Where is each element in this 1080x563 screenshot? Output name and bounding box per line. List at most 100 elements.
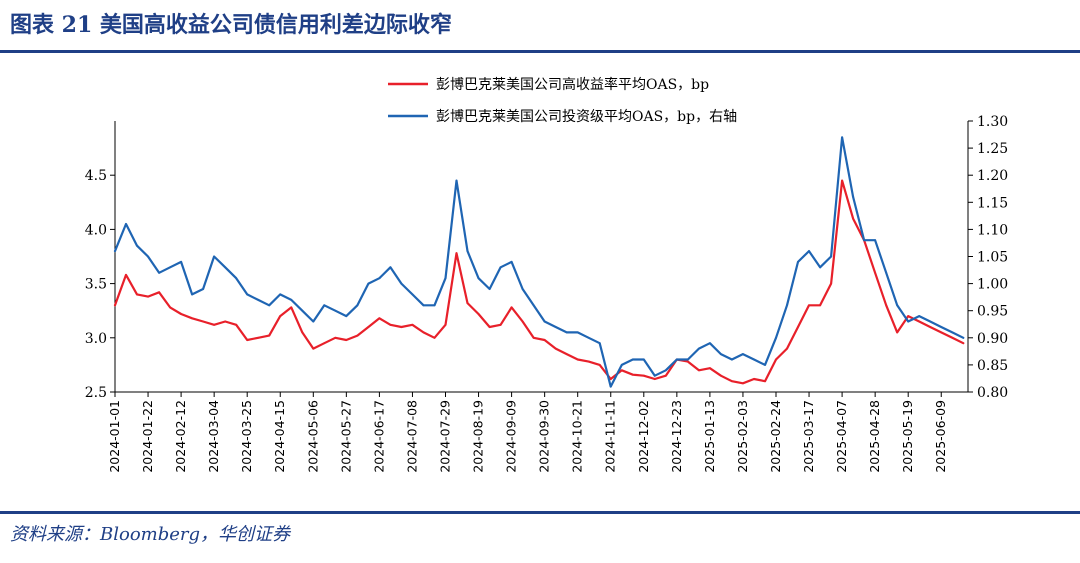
x-tick-label: 2025-05-19 [900, 400, 915, 473]
x-tick-label: 2025-03-17 [801, 400, 816, 473]
plot-area [113, 136, 965, 388]
data-point-ig [554, 326, 557, 328]
data-point-hy [753, 378, 755, 380]
data-point-ig [852, 196, 854, 198]
y-left-tick-label: 2.5 [85, 385, 107, 401]
data-point-hy [455, 252, 458, 255]
data-point-hy [345, 339, 348, 341]
data-point-hy [841, 179, 843, 182]
data-point-ig [411, 293, 414, 296]
data-point-ig [642, 358, 645, 361]
data-point-hy [731, 380, 733, 383]
x-tick-label: 2024-11-11 [603, 400, 618, 473]
data-point-hy [422, 331, 425, 334]
data-point-ig [499, 266, 502, 269]
data-point-ig [125, 223, 127, 225]
x-tick-label: 2024-12-23 [669, 400, 684, 473]
y-right-tick-label: 1.10 [977, 222, 1008, 238]
line-chart: 彭博巴克莱美国公司高收益率平均OAS，bp 彭博巴克莱美国公司投资级平均OAS，… [85, 76, 1008, 473]
data-point-ig [466, 250, 469, 253]
data-point-ig [312, 320, 315, 323]
y-right-tick-label: 0.90 [977, 331, 1008, 347]
data-point-ig [885, 271, 888, 274]
data-point-ig [720, 353, 722, 355]
chart-axes: 2.5 3.0 3.5 4.0 4.5 0.80 0.85 0.90 0.95 1.00 1.05 1… [85, 114, 1008, 473]
data-point-ig [356, 304, 359, 307]
y-right-tick-label: 1.30 [977, 114, 1008, 130]
x-tick-label: 2024-06-17 [371, 400, 386, 473]
data-point-hy [940, 331, 943, 334]
y-right-tick-label: 1.25 [977, 141, 1008, 157]
data-point-ig [378, 277, 381, 280]
x-tick-label: 2025-02-03 [735, 400, 750, 473]
data-point-ig [114, 250, 116, 253]
data-point-hy [907, 315, 910, 317]
data-point-hy [918, 320, 921, 323]
data-point-ig [246, 293, 249, 296]
data-point-hy [620, 369, 623, 372]
data-point-hy [334, 336, 337, 339]
data-point-hy [510, 306, 513, 309]
data-point-ig [532, 304, 535, 307]
data-point-ig [940, 326, 943, 328]
data-point-ig [863, 239, 865, 242]
y-right-tick-label: 1.15 [977, 195, 1008, 211]
data-point-ig [874, 239, 876, 242]
data-point-ig [698, 347, 700, 350]
y-right-tick-label: 0.80 [977, 385, 1008, 401]
data-point-ig [455, 179, 458, 182]
x-tick-label: 2024-07-29 [437, 400, 452, 473]
data-point-ig [433, 304, 436, 307]
data-point-ig [830, 255, 832, 258]
data-point-ig [775, 336, 777, 339]
data-point-ig [488, 288, 491, 290]
x-tick-label: 2024-05-06 [305, 400, 320, 473]
data-point-hy [742, 382, 744, 385]
data-point-ig [764, 364, 766, 366]
data-point-ig [598, 342, 601, 345]
y-left-tick-label: 3.5 [85, 277, 107, 293]
y-left-tick-label: 4.5 [85, 168, 107, 184]
x-tick-label: 2025-06-09 [933, 400, 948, 473]
data-point-ig [543, 320, 546, 323]
data-point-hy [521, 320, 524, 323]
data-point-ig [929, 320, 932, 323]
data-point-hy [698, 369, 700, 372]
data-point-hy [235, 323, 238, 326]
data-point-ig [477, 277, 480, 280]
data-point-hy [642, 374, 645, 377]
data-point-hy [433, 336, 436, 339]
data-point-hy [246, 339, 249, 341]
data-point-hy [565, 353, 568, 355]
data-point-hy [808, 304, 810, 307]
data-point-hy [819, 304, 821, 307]
source-note: 资料来源：Bloomberg，华创证券 [10, 524, 291, 545]
data-point-ig [565, 331, 568, 334]
x-tick-label: 2024-09-30 [537, 400, 552, 473]
data-point-hy [389, 323, 392, 326]
data-point-hy [136, 293, 138, 296]
data-point-hy [268, 334, 271, 337]
data-point-hy [367, 326, 370, 328]
data-point-ig [653, 374, 656, 377]
series-line-ig [113, 136, 965, 388]
data-point-ig [224, 266, 227, 269]
data-point-hy [532, 336, 535, 339]
data-point-ig [136, 244, 138, 247]
data-point-ig [169, 266, 172, 269]
data-point-hy [543, 339, 546, 341]
x-tick-label: 2024-01-01 [107, 400, 122, 473]
data-point-hy [951, 336, 954, 339]
data-point-ig [962, 336, 965, 339]
x-tick-label: 2024-10-21 [570, 400, 585, 473]
x-tick-label: 2024-08-19 [471, 400, 486, 473]
data-point-ig [797, 261, 799, 263]
data-point-ig [808, 250, 810, 253]
data-point-hy [764, 380, 766, 383]
data-point-ig [158, 271, 161, 274]
data-point-ig [819, 266, 821, 269]
x-tick-label: 2024-05-27 [338, 400, 353, 473]
data-point-ig [742, 353, 744, 355]
data-point-hy [609, 378, 612, 380]
x-tick-label: 2025-02-24 [768, 400, 783, 473]
